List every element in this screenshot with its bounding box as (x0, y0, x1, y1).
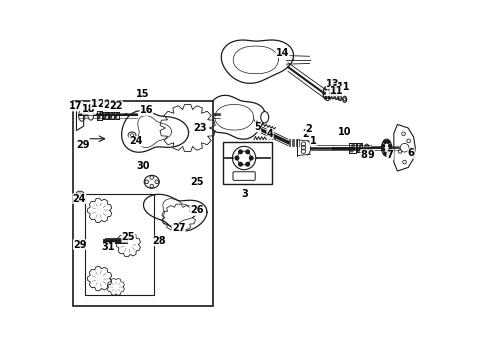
Text: 2: 2 (302, 129, 309, 139)
Circle shape (239, 162, 243, 166)
Text: 23: 23 (194, 123, 207, 133)
Text: 5: 5 (254, 122, 261, 132)
Ellipse shape (128, 132, 136, 138)
Text: 18: 18 (82, 104, 96, 114)
Text: 26: 26 (190, 206, 203, 216)
Bar (85, 194, 153, 295)
Circle shape (249, 156, 253, 160)
Text: 3: 3 (242, 189, 248, 199)
Ellipse shape (261, 112, 269, 123)
Circle shape (328, 96, 330, 99)
Text: 21: 21 (103, 100, 117, 110)
Text: 25: 25 (122, 232, 135, 242)
Circle shape (325, 96, 327, 99)
Circle shape (235, 156, 239, 160)
Circle shape (330, 92, 332, 94)
Text: 29: 29 (76, 140, 90, 150)
Text: 22: 22 (109, 101, 122, 111)
Circle shape (384, 140, 387, 143)
Bar (73, 101, 213, 306)
Circle shape (323, 92, 325, 94)
Text: 11: 11 (330, 86, 343, 96)
Text: 12: 12 (332, 84, 346, 94)
Circle shape (389, 144, 392, 147)
Circle shape (382, 144, 385, 147)
Bar (223, 142, 272, 184)
Circle shape (325, 88, 327, 90)
Text: 7: 7 (387, 149, 393, 159)
Text: 14: 14 (276, 48, 290, 58)
Circle shape (387, 152, 390, 155)
Text: 20: 20 (97, 99, 110, 109)
Circle shape (328, 88, 330, 90)
Ellipse shape (80, 208, 87, 213)
Circle shape (389, 148, 392, 151)
Text: 6: 6 (408, 148, 415, 158)
Text: 17: 17 (69, 101, 82, 111)
Ellipse shape (144, 175, 159, 188)
Ellipse shape (323, 86, 332, 100)
Text: 2: 2 (305, 124, 312, 134)
Text: 19: 19 (91, 99, 104, 109)
Text: 4: 4 (267, 129, 273, 139)
Text: 31: 31 (101, 242, 115, 252)
Text: 9: 9 (368, 149, 374, 159)
Text: 16: 16 (140, 105, 153, 116)
Text: 11: 11 (337, 82, 351, 93)
Circle shape (239, 150, 243, 154)
Ellipse shape (83, 137, 88, 140)
Circle shape (384, 152, 387, 155)
Text: 25: 25 (190, 177, 203, 187)
Text: 29: 29 (74, 239, 87, 249)
Ellipse shape (80, 237, 87, 242)
Circle shape (382, 148, 385, 151)
Text: 30: 30 (136, 161, 149, 171)
Circle shape (387, 140, 390, 143)
Ellipse shape (88, 111, 94, 120)
Ellipse shape (76, 191, 84, 198)
Text: 8: 8 (361, 149, 368, 159)
Circle shape (246, 162, 249, 166)
Text: 24: 24 (129, 136, 143, 146)
Text: 10: 10 (338, 127, 351, 136)
Text: 28: 28 (152, 236, 166, 246)
Text: 27: 27 (172, 224, 185, 233)
Circle shape (246, 150, 249, 154)
Text: 15: 15 (136, 89, 149, 99)
Text: 24: 24 (73, 194, 86, 204)
Ellipse shape (382, 139, 392, 156)
Text: 1: 1 (310, 136, 317, 146)
Text: 13: 13 (326, 79, 340, 89)
